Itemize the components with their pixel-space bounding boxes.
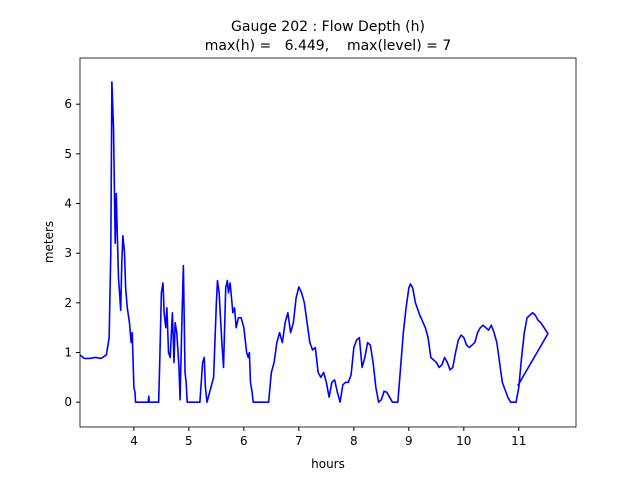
x-tick-label: 10 — [456, 434, 471, 448]
x-tick-label: 8 — [350, 434, 358, 448]
x-tick-label: 5 — [185, 434, 193, 448]
plot-frame — [79, 57, 577, 428]
y-axis-label: meters — [42, 221, 56, 263]
y-tick-label: 5 — [64, 147, 72, 161]
y-tick-label: 2 — [64, 296, 72, 310]
y-tick-label: 4 — [64, 197, 72, 211]
chart-title: Gauge 202 : Flow Depth (h) — [231, 19, 425, 35]
y-tick-label: 0 — [64, 395, 72, 409]
x-tick-label: 6 — [240, 434, 248, 448]
x-tick-label: 9 — [405, 434, 413, 448]
x-tick-label: 11 — [511, 434, 526, 448]
data-line — [79, 81, 549, 403]
y-tick-label: 1 — [64, 346, 72, 360]
y-tick-label: 6 — [64, 97, 72, 111]
x-axis-label: hours — [311, 457, 345, 471]
x-tick-label: 7 — [295, 434, 303, 448]
y-tick-label: 3 — [64, 246, 72, 260]
x-tick-label: 4 — [130, 434, 138, 448]
chart-subtitle: max(h) = 6.449, max(level) = 7 — [205, 38, 451, 54]
